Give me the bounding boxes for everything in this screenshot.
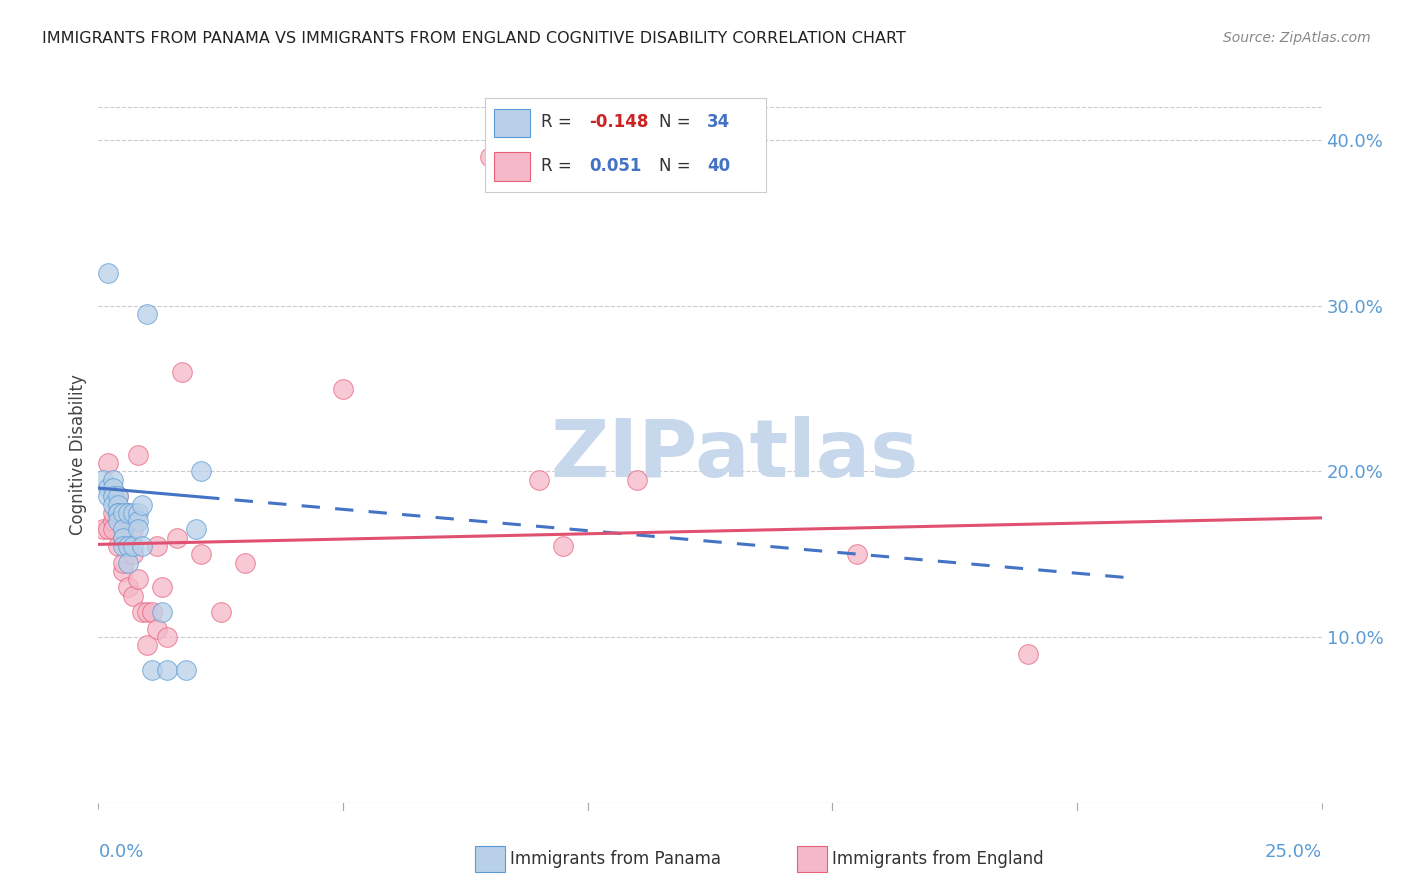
Point xyxy=(97,489,120,503)
Bar xyxy=(494,153,530,180)
Point xyxy=(117,556,139,570)
Point xyxy=(111,531,134,545)
Text: R =: R = xyxy=(541,113,578,131)
Point xyxy=(127,506,149,520)
Point xyxy=(1017,647,1039,661)
Point xyxy=(107,506,129,520)
Point xyxy=(150,605,173,619)
Point xyxy=(101,514,124,528)
Point xyxy=(101,481,124,495)
Point xyxy=(107,489,129,503)
Point xyxy=(117,506,139,520)
Point xyxy=(107,539,129,553)
Point xyxy=(117,581,139,595)
Point xyxy=(131,605,153,619)
Point xyxy=(101,506,124,520)
Point xyxy=(141,605,163,619)
Point xyxy=(97,266,120,280)
Point xyxy=(91,473,114,487)
Point xyxy=(186,523,208,537)
Y-axis label: Cognitive Disability: Cognitive Disability xyxy=(69,375,87,535)
Point xyxy=(156,663,179,677)
Text: Immigrants from England: Immigrants from England xyxy=(832,850,1045,868)
Point xyxy=(111,556,134,570)
Point xyxy=(553,539,575,553)
Point xyxy=(107,506,129,520)
Text: -0.148: -0.148 xyxy=(589,113,648,131)
Point xyxy=(146,622,169,636)
Point xyxy=(176,663,198,677)
Point xyxy=(150,581,173,595)
Point xyxy=(111,564,134,578)
Point xyxy=(127,514,149,528)
Bar xyxy=(494,110,530,137)
Point xyxy=(107,514,129,528)
Text: 25.0%: 25.0% xyxy=(1264,843,1322,861)
Point xyxy=(127,448,149,462)
Point xyxy=(136,639,159,653)
Point xyxy=(190,465,212,479)
Point xyxy=(107,498,129,512)
Text: 0.0%: 0.0% xyxy=(98,843,143,861)
Point xyxy=(121,506,143,520)
Point xyxy=(101,523,124,537)
Point xyxy=(166,531,188,545)
Point xyxy=(121,547,143,561)
Point xyxy=(141,663,163,677)
Point xyxy=(111,506,134,520)
Point xyxy=(146,539,169,553)
Text: N =: N = xyxy=(659,157,696,175)
Text: 40: 40 xyxy=(707,157,730,175)
Text: R =: R = xyxy=(541,157,578,175)
Point xyxy=(190,547,212,561)
Point xyxy=(136,605,159,619)
Point xyxy=(121,539,143,553)
Point xyxy=(233,556,256,570)
Point xyxy=(111,523,134,537)
Point xyxy=(332,382,354,396)
Point xyxy=(111,539,134,553)
Text: 34: 34 xyxy=(707,113,731,131)
Point xyxy=(131,498,153,512)
Point xyxy=(111,506,134,520)
Text: IMMIGRANTS FROM PANAMA VS IMMIGRANTS FROM ENGLAND COGNITIVE DISABILITY CORRELATI: IMMIGRANTS FROM PANAMA VS IMMIGRANTS FRO… xyxy=(42,31,905,46)
Point xyxy=(131,539,153,553)
Point xyxy=(97,456,120,470)
Point xyxy=(101,498,124,512)
Point xyxy=(107,489,129,503)
Point xyxy=(101,489,124,503)
Point xyxy=(170,365,193,379)
Point xyxy=(117,539,139,553)
Point xyxy=(127,572,149,586)
Point xyxy=(97,523,120,537)
Point xyxy=(101,473,124,487)
Point xyxy=(626,473,648,487)
Text: N =: N = xyxy=(659,113,696,131)
Point xyxy=(97,481,120,495)
Point xyxy=(91,523,114,537)
Point xyxy=(156,630,179,644)
Point xyxy=(527,473,550,487)
Point xyxy=(111,531,134,545)
Point xyxy=(209,605,232,619)
Text: 0.051: 0.051 xyxy=(589,157,641,175)
Point xyxy=(121,589,143,603)
Point xyxy=(127,523,149,537)
Point xyxy=(845,547,868,561)
Point xyxy=(117,539,139,553)
Text: Immigrants from Panama: Immigrants from Panama xyxy=(510,850,721,868)
Point xyxy=(117,506,139,520)
Point xyxy=(136,307,159,321)
Text: ZIPatlas: ZIPatlas xyxy=(550,416,918,494)
Point xyxy=(478,150,501,164)
Text: Source: ZipAtlas.com: Source: ZipAtlas.com xyxy=(1223,31,1371,45)
Point xyxy=(121,523,143,537)
